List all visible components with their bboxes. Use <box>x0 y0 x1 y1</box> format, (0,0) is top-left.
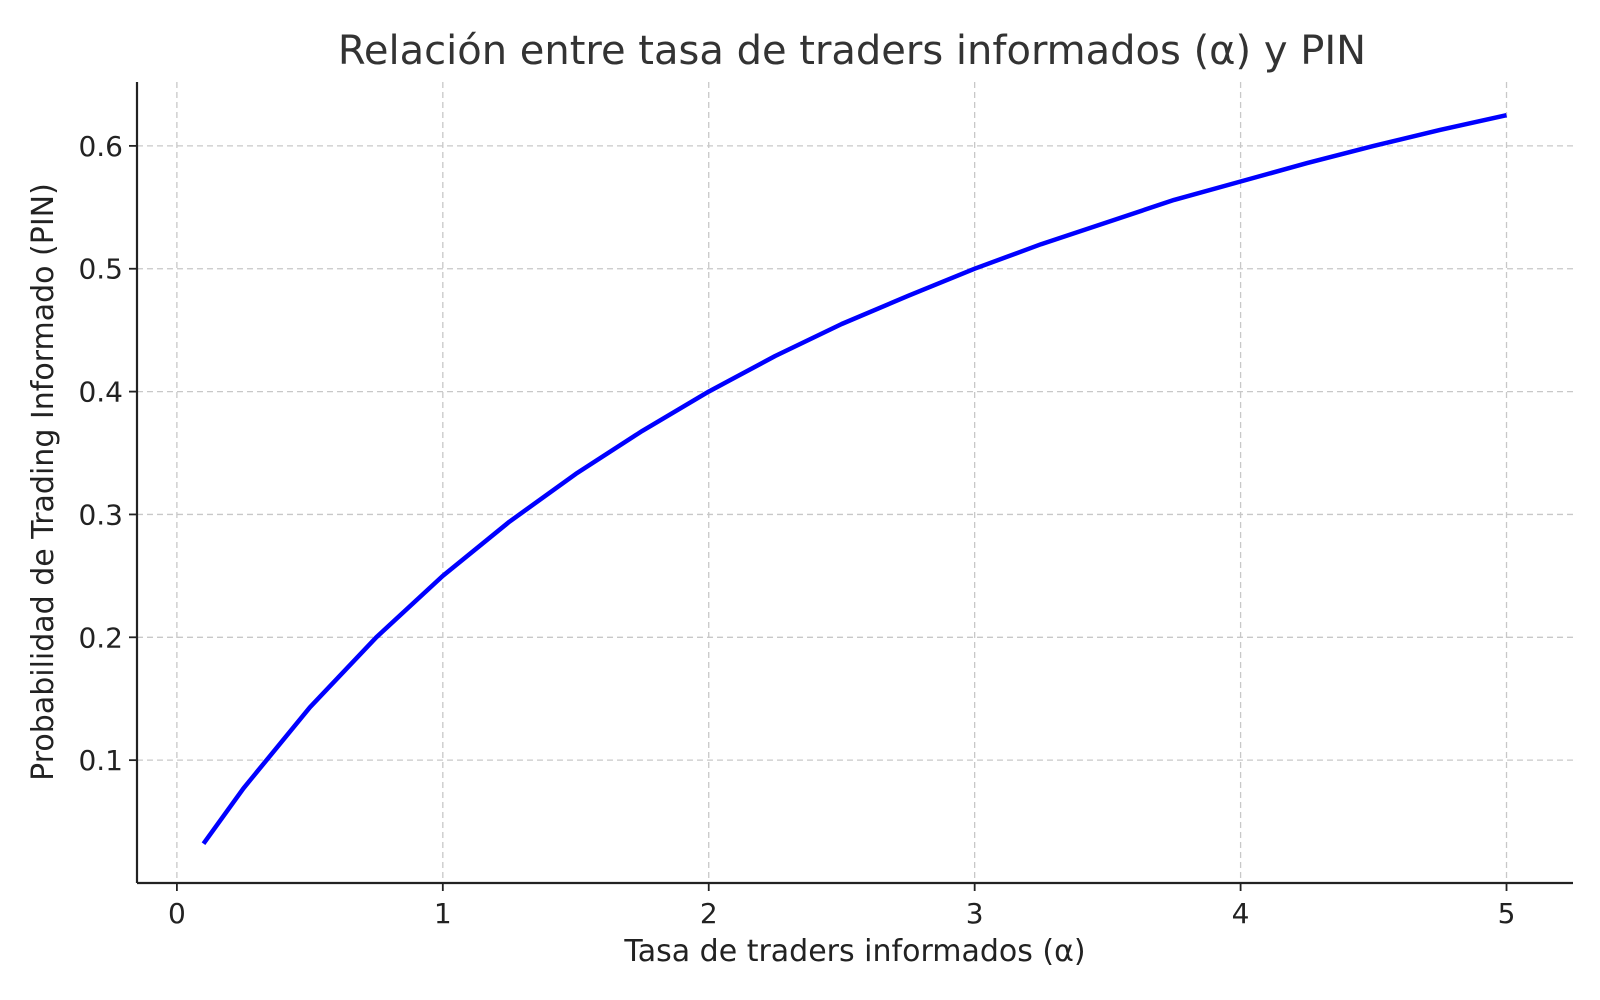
x-tick-label: 4 <box>1232 897 1250 930</box>
y-tick-label: 0.6 <box>78 130 123 163</box>
y-axis-label: Probabilidad de Trading Informado (PIN) <box>26 183 61 781</box>
y-tick-label: 0.5 <box>78 253 123 286</box>
chart-title: Relación entre tasa de traders informado… <box>338 28 1366 74</box>
y-tick-label: 0.2 <box>78 621 123 654</box>
y-tick-label: 0.1 <box>78 744 123 777</box>
series-layer <box>201 113 1507 846</box>
grid-lines <box>137 82 1573 883</box>
y-tick-label: 0.4 <box>78 376 123 409</box>
y-tick-label: 0.3 <box>78 498 123 531</box>
pin-curve-line <box>201 113 1507 846</box>
y-axis-ticks: 0.1 0.2 0.3 0.4 0.5 0.6 <box>78 130 137 777</box>
x-axis-label: Tasa de traders informados (α) <box>623 934 1085 969</box>
x-tick-label: 1 <box>434 897 452 930</box>
x-tick-label: 0 <box>168 897 186 930</box>
x-tick-label: 3 <box>966 897 984 930</box>
x-tick-label: 5 <box>1498 897 1516 930</box>
axes <box>135 82 1573 885</box>
x-tick-label: 2 <box>700 897 718 930</box>
x-axis-ticks: 0 1 2 3 4 5 <box>168 883 1515 930</box>
